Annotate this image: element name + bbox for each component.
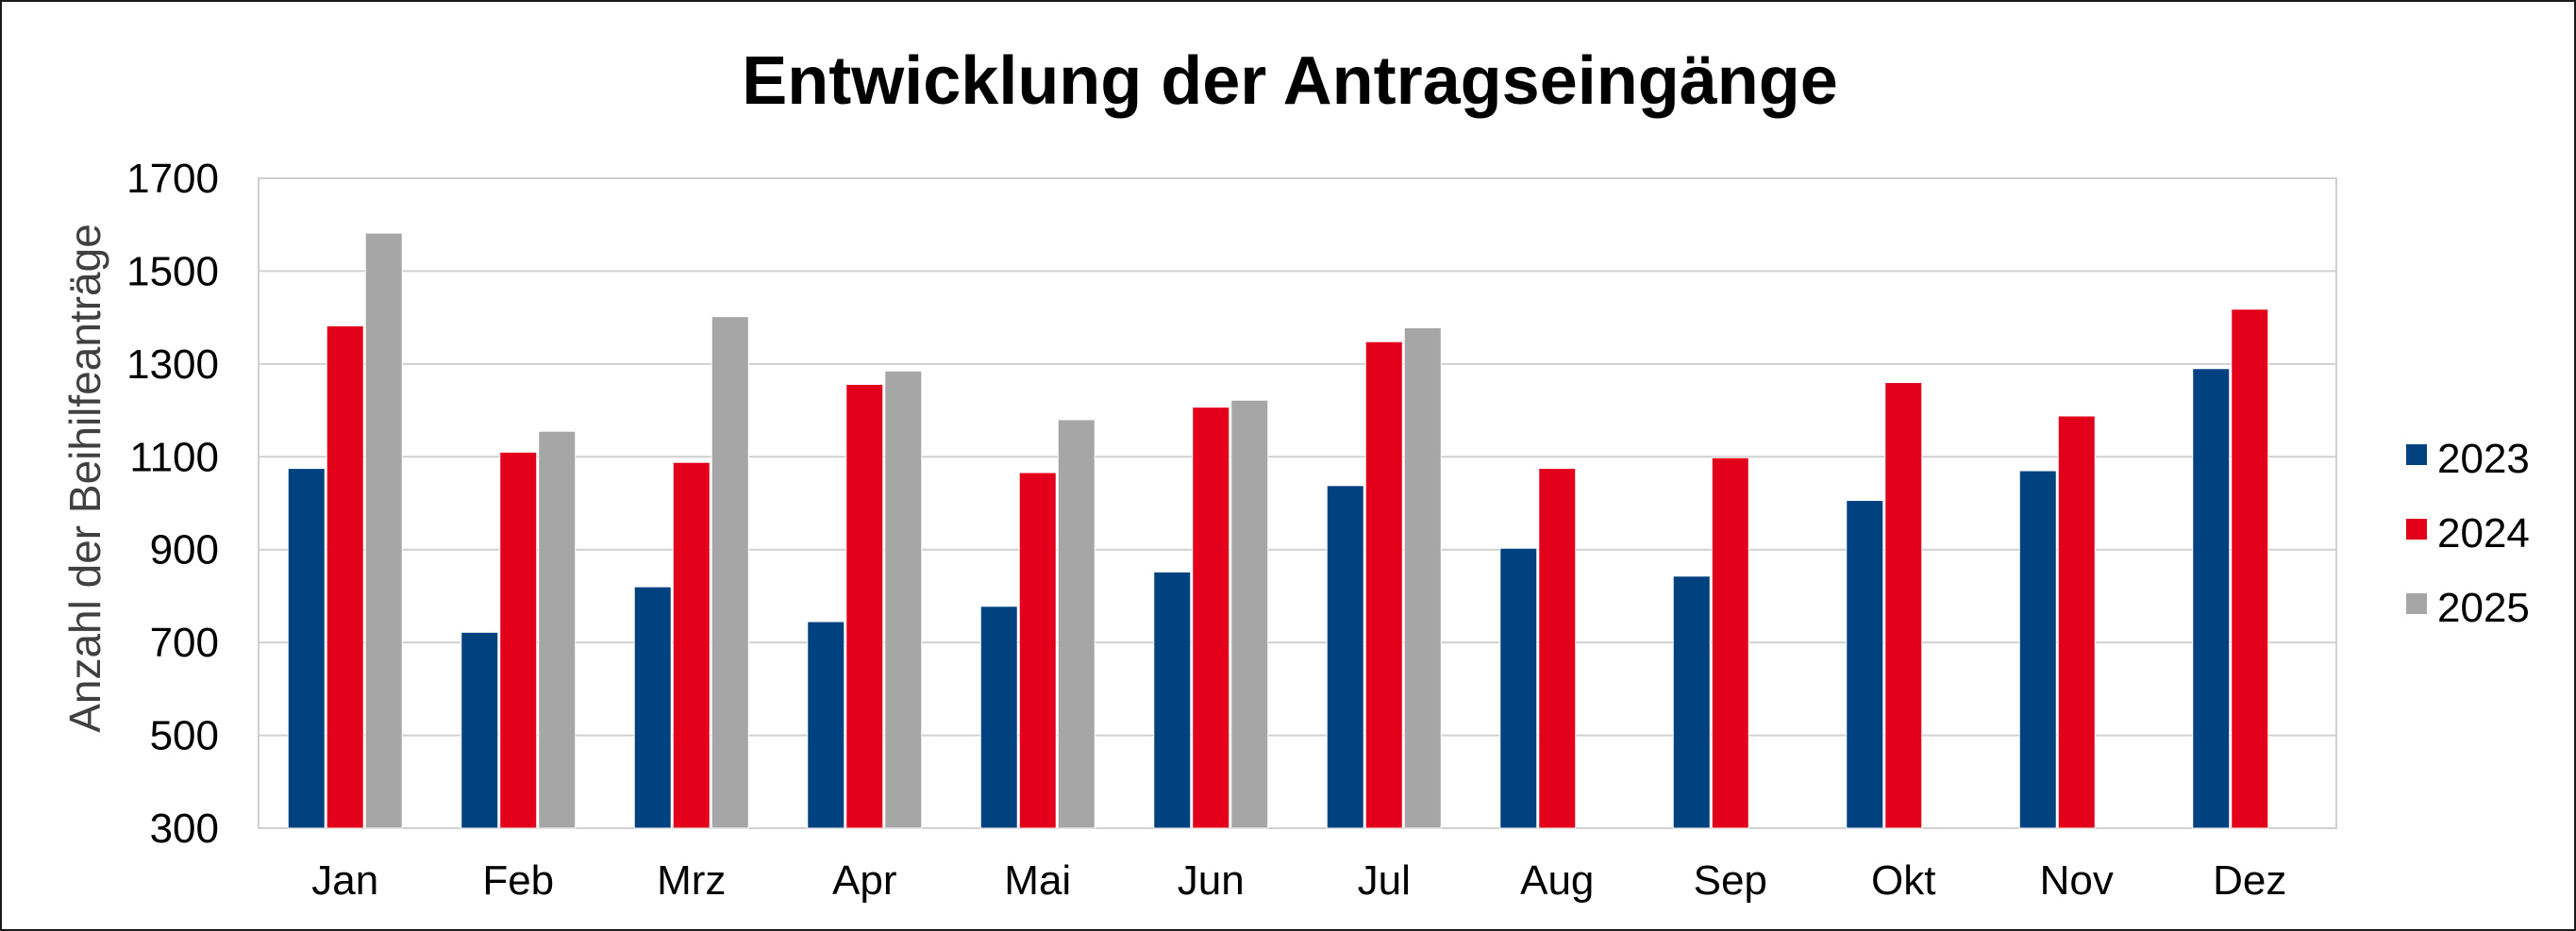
bar-2025-Jan bbox=[364, 232, 403, 829]
legend-swatch-2023 bbox=[2406, 444, 2427, 465]
bar-2025-Mrz bbox=[711, 316, 749, 829]
y-tick-label: 1300 bbox=[126, 341, 219, 388]
bar-2023-Nov bbox=[2018, 470, 2057, 829]
bar-2024-Jan bbox=[326, 325, 364, 829]
legend-label: 2024 bbox=[2437, 510, 2530, 557]
x-tick-label: Jan bbox=[311, 857, 378, 904]
bar-2023-Jul bbox=[1326, 485, 1364, 829]
bar-2024-Okt bbox=[1884, 382, 1923, 829]
chart-title: Entwicklung der Antragseingänge bbox=[742, 43, 1838, 119]
bar-2025-Mai bbox=[1057, 419, 1096, 829]
bar-2024-Nov bbox=[2057, 415, 2096, 829]
x-tick-label: Mai bbox=[1004, 857, 1071, 904]
bar-2024-Feb bbox=[499, 451, 538, 829]
bar-2023-Aug bbox=[1499, 547, 1538, 829]
bar-2023-Sep bbox=[1672, 575, 1711, 829]
bar-2024-Sep bbox=[1711, 457, 1749, 829]
x-tick-label: Jun bbox=[1178, 857, 1245, 904]
bar-2023-Jun bbox=[1153, 571, 1192, 829]
bar-2025-Jun bbox=[1230, 399, 1269, 829]
legend-label: 2023 bbox=[2437, 436, 2530, 482]
legend: 2023 2024 2025 bbox=[2406, 436, 2530, 631]
x-tick-label: Nov bbox=[2040, 857, 2114, 904]
x-tick-label: Mrz bbox=[657, 857, 726, 904]
bar-2024-Aug bbox=[1538, 468, 1577, 829]
x-tick-label: Jul bbox=[1358, 857, 1411, 904]
bar-2024-Jul bbox=[1364, 341, 1403, 829]
y-tick-label: 1500 bbox=[126, 248, 219, 294]
x-tick-label: Feb bbox=[482, 857, 554, 904]
y-axis-title: Anzahl der Beihilfeanträge bbox=[60, 224, 109, 733]
bar-2024-Mai bbox=[1018, 472, 1057, 829]
y-tick-label: 1100 bbox=[129, 434, 219, 480]
y-tick-label: 500 bbox=[150, 713, 219, 759]
x-tick-label: Apr bbox=[832, 857, 896, 904]
y-tick-label: 700 bbox=[150, 620, 219, 666]
bar-2025-Feb bbox=[538, 430, 577, 829]
bar-2023-Jan bbox=[287, 468, 326, 829]
bar-2023-Apr bbox=[807, 621, 845, 829]
grid-layer bbox=[258, 177, 2337, 829]
x-tick-label: Okt bbox=[1871, 857, 1935, 904]
bar-2023-Okt bbox=[1846, 500, 1884, 829]
bar-2024-Apr bbox=[845, 384, 884, 829]
bar-2024-Mrz bbox=[672, 461, 711, 829]
bar-2023-Mai bbox=[979, 606, 1018, 829]
legend-label: 2025 bbox=[2437, 585, 2530, 631]
x-tick-label: Aug bbox=[1520, 857, 1594, 904]
bar-2023-Mrz bbox=[633, 586, 672, 829]
y-tick-label: 300 bbox=[150, 806, 219, 852]
bar-2023-Dez bbox=[2192, 368, 2231, 829]
bar-2024-Jun bbox=[1192, 407, 1230, 829]
x-tick-label: Dez bbox=[2213, 857, 2286, 904]
ticks-layer: 300 500 700 900 1100 1300 1500 1700 Jan Feb Mrz Apr… bbox=[126, 156, 2286, 904]
bars-layer bbox=[287, 232, 2269, 829]
x-tick-label: Sep bbox=[1694, 857, 1767, 904]
bar-2023-Feb bbox=[460, 631, 499, 829]
legend-swatch-2024 bbox=[2406, 519, 2427, 540]
bar-2025-Apr bbox=[884, 370, 923, 829]
bar-2024-Dez bbox=[2231, 308, 2269, 829]
bar-2025-Jul bbox=[1403, 326, 1442, 829]
y-tick-label: 1700 bbox=[126, 156, 219, 202]
legend-swatch-2025 bbox=[2406, 593, 2427, 614]
y-tick-label: 900 bbox=[150, 527, 219, 574]
